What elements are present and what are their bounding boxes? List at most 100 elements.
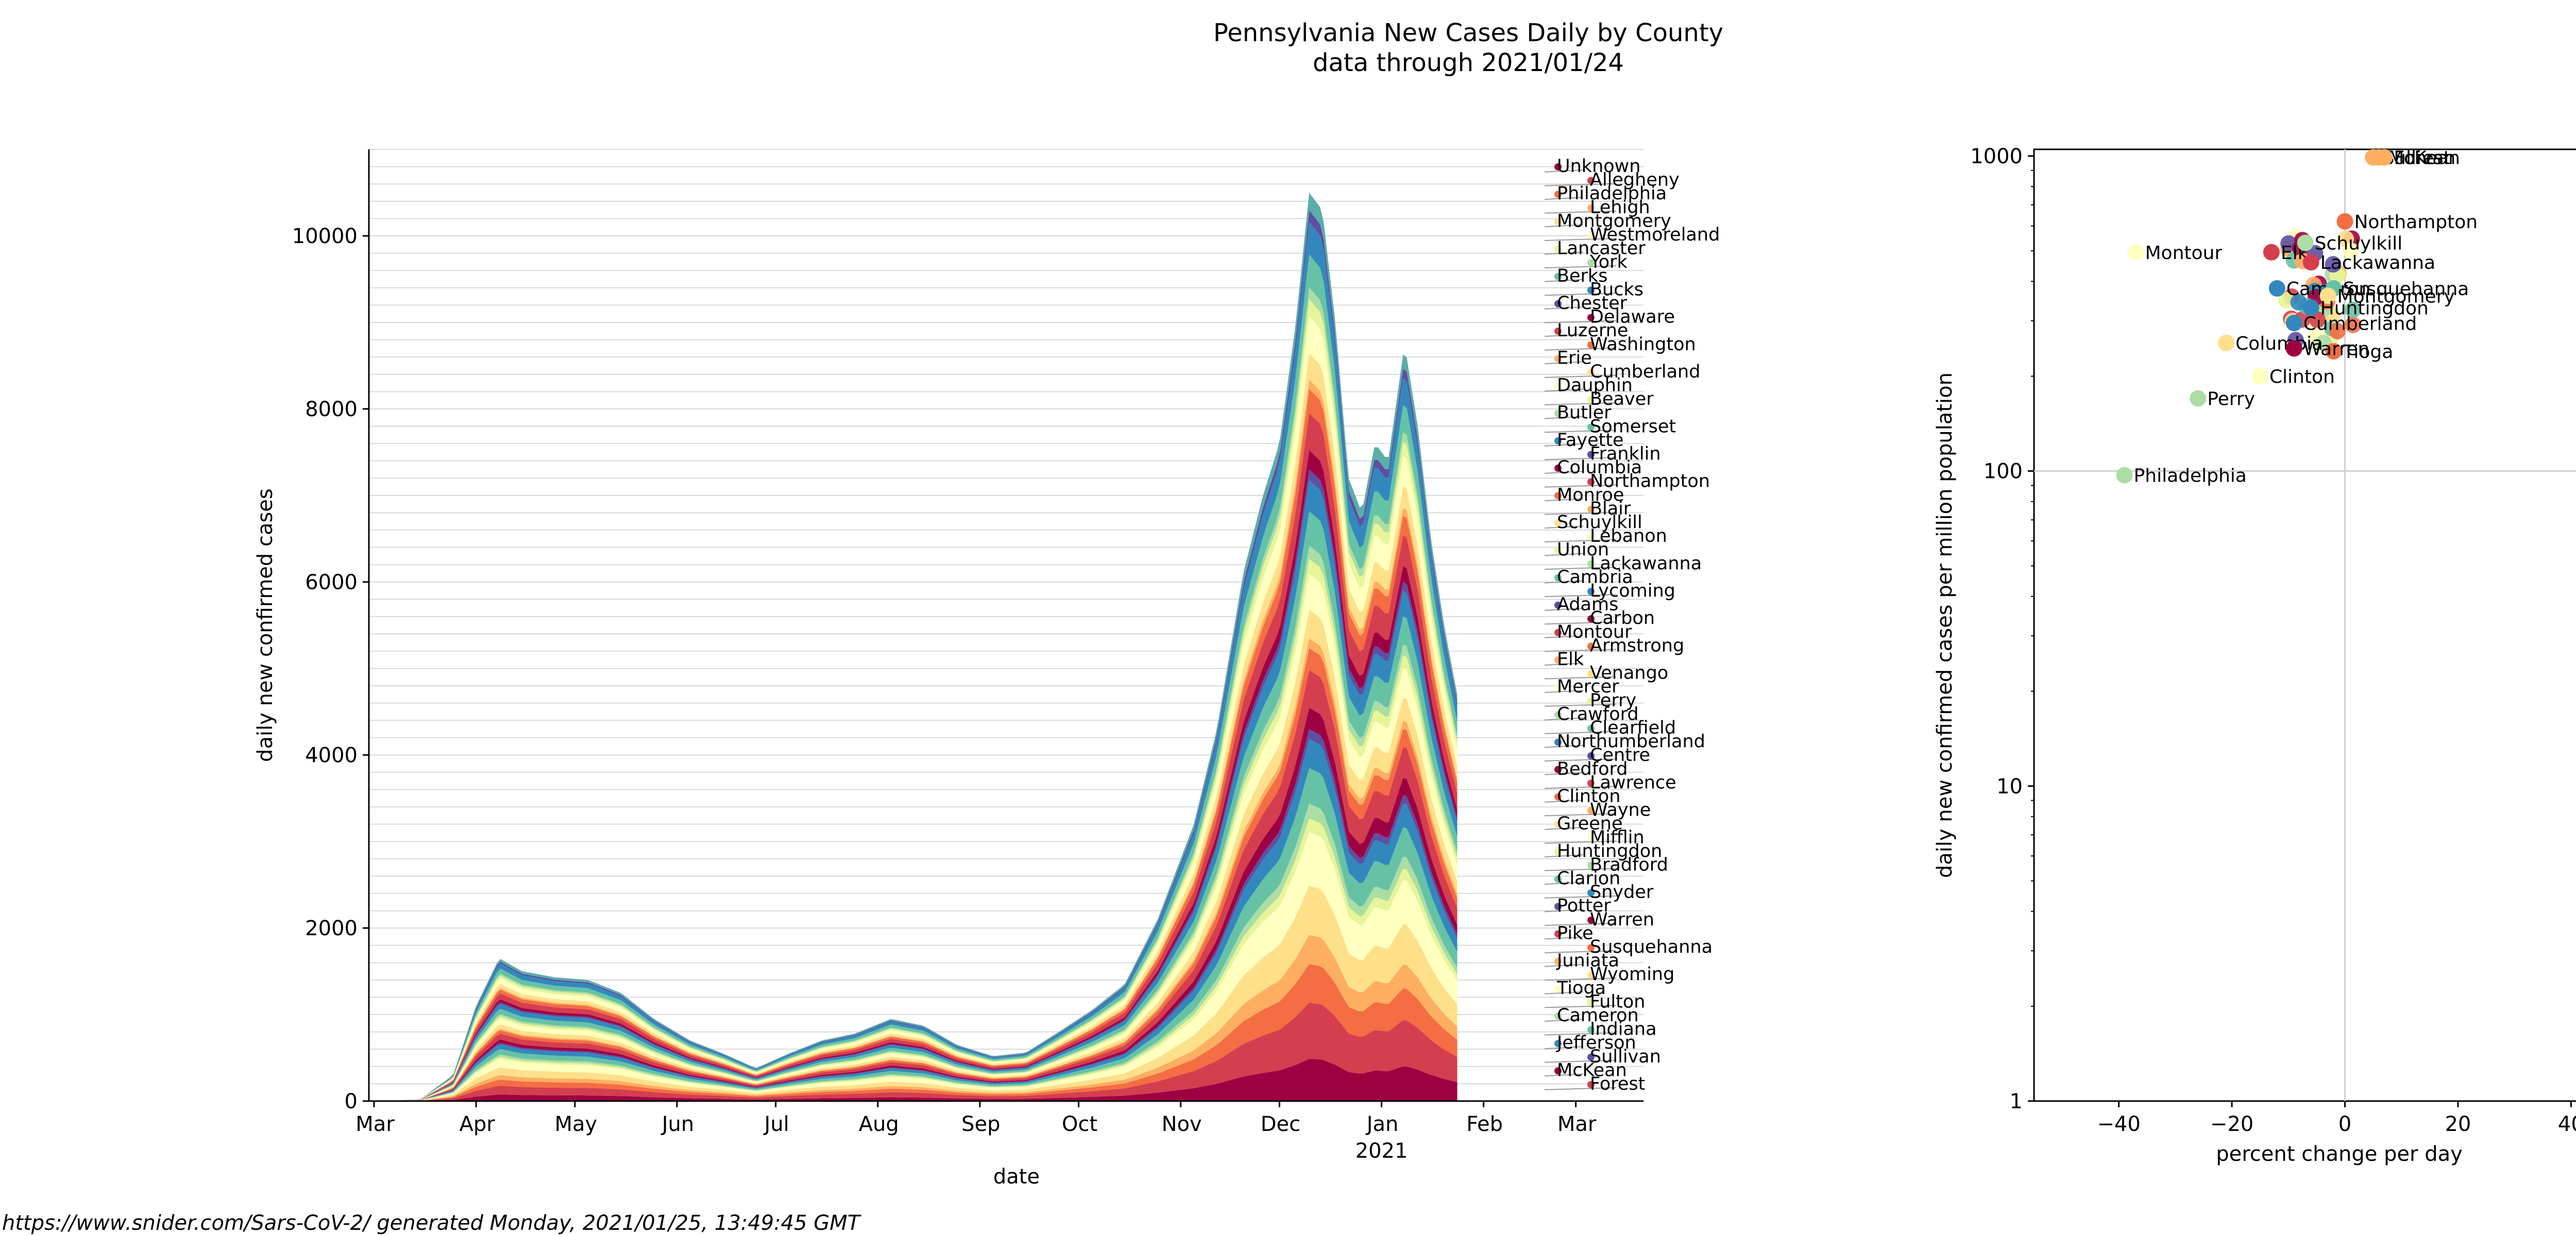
figure-subtitle: data through 2021/01/24 bbox=[1313, 48, 1624, 77]
county-leader-line bbox=[1544, 553, 1584, 556]
county-leader-line bbox=[1544, 265, 1617, 269]
scatter-point bbox=[2251, 368, 2268, 385]
county-label: Washington bbox=[1590, 334, 1696, 355]
county-label: Bucks bbox=[1590, 279, 1643, 300]
county-leader-line bbox=[1544, 498, 1584, 502]
county-leader-line bbox=[1544, 430, 1617, 433]
county-marker bbox=[1554, 245, 1562, 253]
scatter-point-label: Schuylkill bbox=[2315, 233, 2402, 254]
county-label: Lehigh bbox=[1590, 197, 1650, 218]
county-marker bbox=[1554, 574, 1562, 581]
county-marker bbox=[1554, 218, 1562, 226]
county-leader-line bbox=[1544, 882, 1584, 885]
county-leader-line bbox=[1544, 1019, 1584, 1022]
county-marker bbox=[1554, 656, 1562, 664]
county-label: Cambria bbox=[1557, 567, 1633, 588]
county-marker bbox=[1587, 697, 1595, 705]
scatter-point bbox=[2345, 301, 2362, 318]
county-leader-line bbox=[1544, 799, 1584, 803]
county-label: Allegheny bbox=[1590, 170, 1680, 191]
county-label: Mercer bbox=[1557, 677, 1619, 697]
county-marker bbox=[1587, 423, 1595, 431]
county-label: York bbox=[1589, 252, 1628, 272]
footer-source: https://www.snider.com/Sars-CoV-2/ gener… bbox=[2, 1211, 860, 1235]
county-leader-line bbox=[1544, 525, 1584, 529]
x-tick-label: Oct bbox=[1062, 1112, 1097, 1136]
scatter-point bbox=[2218, 334, 2235, 351]
county-marker bbox=[1587, 862, 1595, 869]
county-marker bbox=[1587, 505, 1595, 513]
county-label: Jefferson bbox=[1556, 1033, 1636, 1053]
scatter-point-label: Huntingdon bbox=[2320, 298, 2429, 319]
county-leader-line bbox=[1544, 731, 1617, 734]
county-marker bbox=[1554, 711, 1562, 718]
y-tick-label: 10000 bbox=[292, 225, 358, 248]
county-marker bbox=[1587, 1026, 1595, 1034]
x-tick-label: −20 bbox=[2210, 1112, 2253, 1136]
county-marker bbox=[1554, 437, 1562, 444]
stacked-area-chart: 0 2000 4000 6000 8000 10000 Mar Apr May Jun Jul Aug… bbox=[253, 149, 1720, 1189]
county-label: Warren bbox=[1590, 909, 1654, 930]
county-leader-line bbox=[1544, 484, 1617, 488]
county-label: Franklin bbox=[1590, 444, 1661, 465]
county-label: Unknown bbox=[1557, 156, 1640, 177]
county-label: Beaver bbox=[1590, 389, 1654, 409]
y-tick-label: 6000 bbox=[305, 571, 358, 594]
x-tick-label: −40 bbox=[2097, 1112, 2140, 1136]
county-leader-line bbox=[1544, 224, 1584, 228]
county-label: Erie bbox=[1557, 348, 1592, 368]
county-marker bbox=[1554, 848, 1562, 855]
county-label: Lycoming bbox=[1590, 581, 1675, 602]
county-leader-line bbox=[1544, 991, 1584, 994]
x-tick-label: Nov bbox=[1162, 1112, 1202, 1136]
scatter-chart: −40 −20 0 20 40 1 10 100 1000 Philadelphia Perry Cl… bbox=[1933, 145, 2576, 1166]
county-marker bbox=[1554, 683, 1562, 691]
scatter-point bbox=[2325, 343, 2342, 360]
area-series bbox=[374, 885, 1458, 1101]
scatter-point bbox=[2297, 234, 2314, 251]
county-leader-line bbox=[1544, 334, 1584, 337]
scatter-point-label: Northampton bbox=[2354, 212, 2478, 233]
county-label: Bradford bbox=[1590, 854, 1668, 875]
county-leader-line bbox=[1544, 868, 1617, 871]
county-marker bbox=[1587, 916, 1595, 924]
x-tick-label: Mar bbox=[1557, 1112, 1597, 1136]
county-marker bbox=[1587, 588, 1595, 595]
county-marker bbox=[1554, 519, 1562, 527]
county-leader-line bbox=[1544, 237, 1617, 241]
county-label: Philadelphia bbox=[1557, 183, 1667, 204]
scatter-point-label: Sullivan bbox=[2382, 148, 2455, 169]
county-leader-line bbox=[1544, 1059, 1617, 1063]
county-label: Indiana bbox=[1590, 1019, 1657, 1040]
county-label: Fayette bbox=[1557, 430, 1624, 451]
scatter-point bbox=[2290, 294, 2307, 311]
scatter-point bbox=[2278, 291, 2295, 308]
county-label: Northampton bbox=[1590, 471, 1710, 492]
county-marker bbox=[1587, 451, 1595, 458]
area-series bbox=[374, 832, 1458, 1101]
county-leader-line bbox=[1544, 594, 1617, 597]
county-marker bbox=[1587, 615, 1595, 623]
county-marker bbox=[1554, 903, 1562, 911]
y-tick-label: 4000 bbox=[305, 744, 358, 767]
scatter-point bbox=[2127, 244, 2144, 261]
county-label: Lebanon bbox=[1590, 526, 1667, 546]
county-label: Somerset bbox=[1590, 416, 1676, 437]
x-tick-label: 0 bbox=[2338, 1112, 2351, 1136]
county-marker bbox=[1554, 409, 1562, 417]
county-marker bbox=[1587, 341, 1595, 349]
county-leader-line bbox=[1544, 1087, 1617, 1090]
county-leader-line bbox=[1544, 361, 1584, 365]
county-label: Lancaster bbox=[1557, 238, 1646, 259]
scatter-point bbox=[2116, 467, 2133, 484]
county-leader-line bbox=[1544, 1073, 1584, 1077]
county-leader-line bbox=[1544, 895, 1617, 899]
county-marker bbox=[1587, 478, 1595, 486]
county-leader-line bbox=[1544, 977, 1617, 981]
county-marker bbox=[1587, 396, 1595, 404]
area-series bbox=[374, 964, 1458, 1101]
county-label: Blair bbox=[1590, 499, 1631, 519]
county-leader-line bbox=[1544, 183, 1617, 186]
x-tick-label: Apr bbox=[460, 1112, 496, 1136]
